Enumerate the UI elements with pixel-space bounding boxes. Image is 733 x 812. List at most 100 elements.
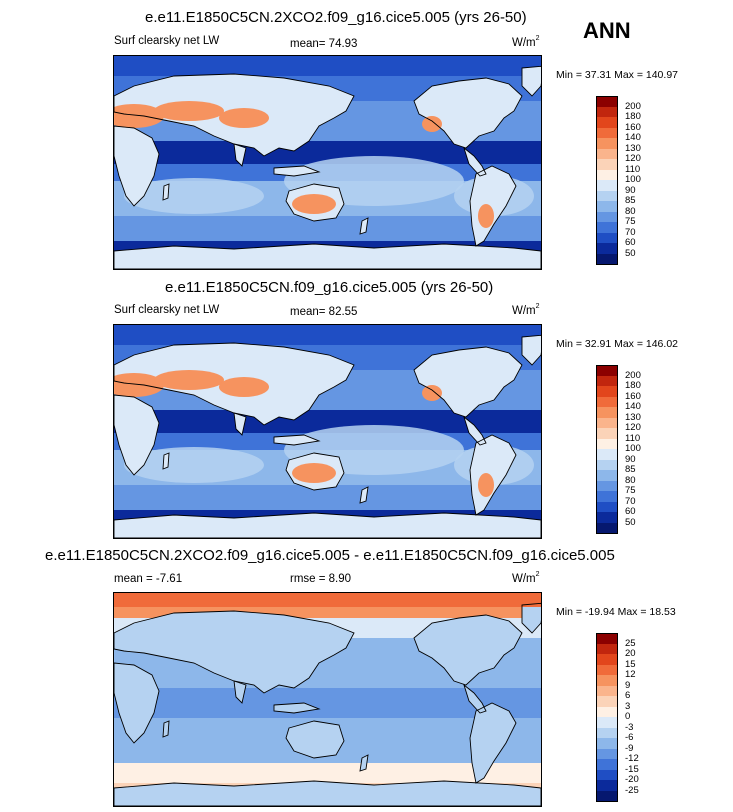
colorbar-box	[596, 201, 618, 212]
colorbar-tick-label: 15	[625, 658, 636, 670]
colorbar-box	[596, 459, 618, 471]
panel1-units: W/m2	[512, 35, 540, 49]
colorbar-box	[596, 706, 618, 718]
panel3-colorbar: 25 20 15 12 9 6 3 0 -3 -6 -9 -12 -15 -20 -25	[596, 633, 666, 802]
panel2-min-max: Min = 32.91 Max = 146.02	[556, 338, 678, 350]
map-field	[114, 593, 541, 806]
colorbar-box	[596, 117, 618, 128]
colorbar-tick-label: 9	[625, 679, 631, 691]
colorbar-box	[596, 417, 618, 429]
colorbar-tick-label: 200	[625, 369, 641, 381]
colorbar-tick-label: 90	[625, 453, 636, 465]
colorbar-tick-label: 130	[625, 142, 641, 154]
colorbar-tick-label: -15	[625, 763, 639, 775]
colorbar-box	[596, 211, 618, 223]
colorbar-box	[596, 253, 618, 265]
colorbar-box	[596, 222, 618, 233]
colorbar-tick-label: 140	[625, 401, 641, 412]
colorbar-box	[596, 696, 618, 707]
colorbar-box	[596, 96, 618, 107]
colorbar-box	[596, 190, 618, 202]
colorbar-box	[596, 769, 618, 781]
colorbar-tick-label: 130	[625, 411, 641, 423]
panel2-map	[113, 324, 542, 539]
colorbar-tick-label: 20	[625, 648, 636, 659]
colorbar-box	[596, 169, 618, 181]
colorbar-box	[596, 654, 618, 665]
colorbar-box	[596, 717, 618, 728]
colorbar-box	[596, 790, 618, 802]
colorbar-box	[596, 780, 618, 791]
panel3-min-max: Min = -19.94 Max = 18.53	[556, 606, 676, 618]
colorbar-tick-label: 160	[625, 390, 641, 402]
colorbar-tick-label: 6	[625, 690, 631, 701]
colorbar-tick-label: 200	[625, 100, 641, 112]
colorbar-tick-label: 85	[625, 195, 636, 206]
colorbar-tick-label: 90	[625, 184, 636, 196]
colorbar-tick-label: 100	[625, 174, 641, 185]
colorbar-tick-label: 80	[625, 205, 636, 217]
colorbar-tick-label: 85	[625, 464, 636, 475]
colorbar-box	[596, 396, 618, 408]
panel3-mean: mean = -7.61	[114, 573, 183, 585]
panel1-title: e.e11.E1850C5CN.2XCO2.f09_g16.cice5.005 …	[145, 9, 527, 26]
colorbar-tick-label: 180	[625, 380, 641, 391]
panel1-mean: mean= 74.93	[290, 38, 358, 50]
panel1-colorbar: 200 180 160 140 130 120 110 100 90 85 80 75 70 60 50	[596, 96, 666, 265]
colorbar-box	[596, 148, 618, 160]
colorbar-box	[596, 232, 618, 244]
colorbar-box	[596, 643, 618, 655]
colorbar-tick-label: 160	[625, 121, 641, 133]
panel2-mean: mean= 82.55	[290, 306, 358, 318]
colorbar-box	[596, 664, 618, 676]
colorbar-tick-label: 70	[625, 226, 636, 238]
colorbar-box	[596, 106, 618, 118]
colorbar-tick-label: -20	[625, 774, 639, 785]
colorbar-tick-label: 3	[625, 700, 631, 712]
colorbar-box	[596, 159, 618, 170]
panel1-min-max: Min = 37.31 Max = 140.97	[556, 69, 678, 81]
panel3-units: W/m2	[512, 571, 540, 585]
map-field	[114, 56, 541, 269]
season-label: ANN	[583, 18, 631, 43]
colorbar-box	[596, 748, 618, 760]
colorbar-tick-label: 120	[625, 422, 641, 433]
colorbar-tick-label: -6	[625, 732, 634, 743]
colorbar-tick-label: -25	[625, 784, 639, 796]
colorbar-tick-label: 60	[625, 506, 636, 517]
colorbar-tick-label: 75	[625, 485, 636, 496]
colorbar-tick-label: 50	[625, 516, 636, 528]
colorbar-box	[596, 727, 618, 739]
colorbar-box	[596, 127, 618, 139]
colorbar-tick-label: 60	[625, 237, 636, 248]
colorbar-box	[596, 675, 618, 686]
colorbar-tick-label: 100	[625, 443, 641, 454]
colorbar-tick-label: 80	[625, 474, 636, 486]
colorbar-box	[596, 738, 618, 749]
colorbar-tick-label: 0	[625, 711, 631, 722]
panel3-map	[113, 592, 542, 807]
panel1-map	[113, 55, 542, 270]
panel1-variable-label: Surf clearsky net LW	[114, 35, 220, 47]
panel2-variable-label: Surf clearsky net LW	[114, 304, 220, 316]
colorbar-box	[596, 449, 618, 460]
colorbar-tick-label: 12	[625, 669, 636, 680]
colorbar-box	[596, 243, 618, 254]
colorbar-box	[596, 470, 618, 481]
colorbar-tick-label: 70	[625, 495, 636, 507]
colorbar-box	[596, 491, 618, 502]
panel2-colorbar: 200 180 160 140 130 120 110 100 90 85 80 75 70 60 50	[596, 365, 666, 534]
colorbar-box	[596, 428, 618, 439]
colorbar-tick-label: 50	[625, 247, 636, 259]
map-field	[114, 325, 541, 538]
panel2-units: W/m2	[512, 303, 540, 317]
colorbar-box	[596, 438, 618, 450]
colorbar-box	[596, 522, 618, 534]
colorbar-box	[596, 685, 618, 697]
colorbar-tick-label: 180	[625, 111, 641, 122]
colorbar-tick-label: 110	[625, 432, 641, 444]
colorbar-box	[596, 386, 618, 397]
panel3-rmse: rmse = 8.90	[290, 573, 352, 585]
panel3-title: e.e11.E1850C5CN.2XCO2.f09_g16.cice5.005 …	[45, 547, 615, 564]
colorbar-box	[596, 375, 618, 387]
